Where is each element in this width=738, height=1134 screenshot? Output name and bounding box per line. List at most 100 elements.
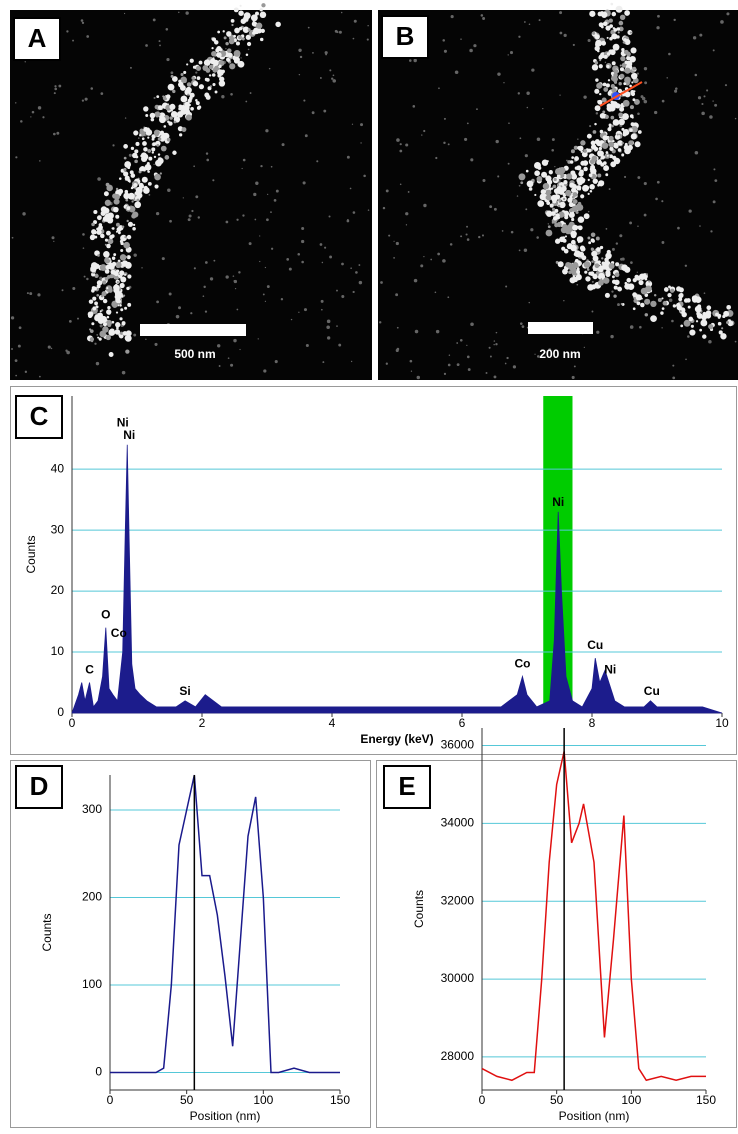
speckle xyxy=(204,261,208,264)
speckle xyxy=(161,257,165,261)
particle xyxy=(255,22,263,29)
particle xyxy=(581,255,587,261)
particle xyxy=(595,42,600,47)
speckle xyxy=(18,326,22,330)
particle xyxy=(124,306,128,310)
particle xyxy=(233,49,241,57)
speckle xyxy=(145,338,147,341)
peak-label: Cu xyxy=(644,684,660,698)
particle xyxy=(148,149,151,152)
particle xyxy=(233,7,239,13)
particle xyxy=(596,82,603,89)
particle xyxy=(230,19,235,23)
particle xyxy=(571,205,579,213)
particle xyxy=(574,166,579,170)
speckle xyxy=(159,44,161,47)
speckle xyxy=(298,73,301,76)
particle xyxy=(606,154,609,157)
particle xyxy=(613,294,617,298)
particle xyxy=(629,128,633,132)
speckle xyxy=(249,92,252,94)
particle xyxy=(103,250,110,258)
particle xyxy=(143,106,149,112)
speckle xyxy=(456,342,459,344)
particle xyxy=(606,52,611,56)
speckle xyxy=(435,329,440,334)
speckle xyxy=(66,350,70,355)
particle xyxy=(635,294,642,301)
speckle xyxy=(396,326,399,329)
particle xyxy=(114,199,118,203)
particle xyxy=(717,321,722,326)
x-tick-label: 100 xyxy=(621,1093,641,1107)
particle xyxy=(133,183,138,188)
particle xyxy=(547,225,551,229)
speckle xyxy=(587,210,590,213)
particle xyxy=(591,260,594,263)
particle xyxy=(563,210,570,217)
particle xyxy=(629,105,634,110)
speckle xyxy=(195,71,198,74)
particle xyxy=(599,112,606,119)
speckle xyxy=(583,95,587,99)
particle xyxy=(612,155,617,161)
speckle xyxy=(610,334,614,339)
particle xyxy=(119,282,125,289)
particle xyxy=(594,122,597,126)
speckle xyxy=(668,52,671,56)
particle xyxy=(599,129,604,134)
speckle xyxy=(591,310,594,313)
particle xyxy=(563,248,569,254)
speckle xyxy=(90,87,94,90)
particle xyxy=(605,83,610,88)
speckle xyxy=(263,369,267,373)
particle xyxy=(695,320,699,323)
particle xyxy=(107,215,112,220)
speckle xyxy=(639,325,642,329)
speckle xyxy=(466,344,468,346)
particle xyxy=(688,316,694,322)
particle xyxy=(623,41,626,44)
speckle xyxy=(637,225,639,227)
particle xyxy=(632,98,636,102)
speckle xyxy=(478,235,481,239)
particle xyxy=(211,50,217,57)
particle xyxy=(607,127,612,132)
particle xyxy=(590,140,596,146)
speckle xyxy=(714,103,718,107)
particle xyxy=(554,238,561,244)
scale-bar-label: 500 nm xyxy=(174,347,215,361)
speckle xyxy=(685,358,687,361)
speckle xyxy=(443,141,446,145)
particle xyxy=(124,335,131,341)
particle xyxy=(581,151,588,158)
particle xyxy=(589,167,593,171)
speckle xyxy=(495,139,499,144)
speckle xyxy=(24,370,28,374)
particle xyxy=(135,186,143,194)
particle xyxy=(97,336,100,339)
speckle xyxy=(320,308,323,311)
speckle xyxy=(524,154,528,158)
particle xyxy=(609,36,613,41)
peak-label: Ni xyxy=(123,428,135,442)
peak-label: Co xyxy=(514,656,530,670)
speckle xyxy=(302,181,306,185)
particle xyxy=(180,76,187,84)
particle xyxy=(636,301,641,306)
particle xyxy=(157,137,162,141)
speckle xyxy=(434,291,437,294)
particle xyxy=(676,304,682,311)
particle xyxy=(590,284,597,290)
particle xyxy=(589,184,595,190)
particle xyxy=(152,142,157,147)
speckle xyxy=(321,261,324,264)
y-tick-label: 10 xyxy=(51,644,65,658)
speckle xyxy=(528,301,531,304)
particle xyxy=(610,84,615,89)
particle xyxy=(96,293,100,297)
speckle xyxy=(97,177,101,181)
particle xyxy=(120,331,124,335)
particle xyxy=(176,111,184,118)
particle xyxy=(241,37,245,41)
